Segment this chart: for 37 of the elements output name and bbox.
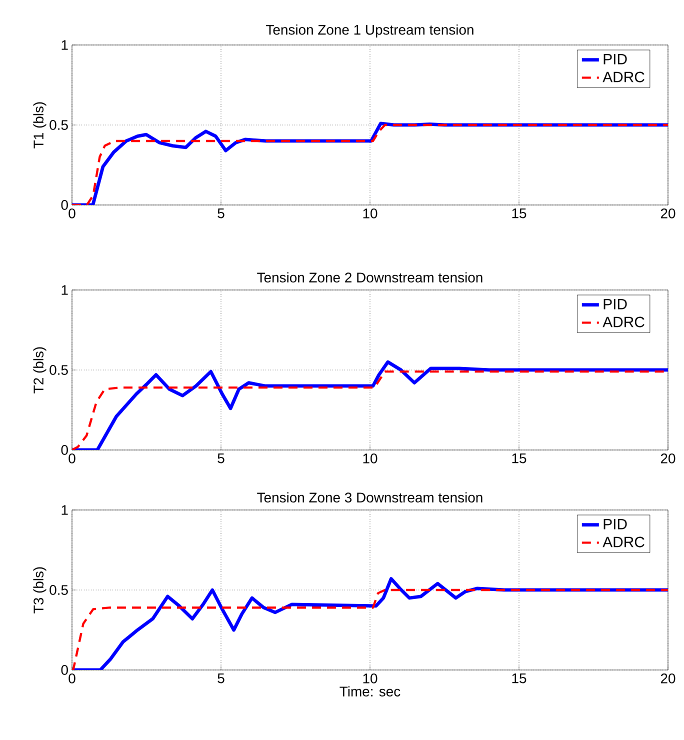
y-tick-label: 1 [62,40,68,50]
x-tick-label: 5 [218,208,224,218]
legend-label: PID [604,518,627,530]
y-tick-label: 1 [62,285,68,295]
x-tick-label: 0 [68,208,76,218]
x-tick-label: 10 [363,454,378,464]
x-tick-label: 5 [218,674,224,684]
x-tick-label: 10 [363,208,378,218]
legend-label: ADRC [602,316,644,328]
x-axis-title: Time: sec [340,686,400,696]
y-tick-label: 0.5 [50,365,68,375]
legend-label: PID [604,54,627,64]
x-tick-label: 5 [218,454,224,464]
chart-title: Tension Zone 1 Upstream tension [266,24,474,38]
legend-label: PID [604,298,627,310]
y-tick-label: 1 [62,505,68,515]
x-tick-label: 20 [660,208,676,218]
y-axis-title: T2 (bls) [33,347,46,394]
x-tick-label: 0 [68,454,76,464]
y-axis-title: T1 (bls) [33,102,46,148]
x-tick-label: 20 [660,454,676,464]
legend-label: ADRC [602,536,644,548]
y-tick-label: 0 [61,445,68,455]
x-tick-label: 15 [512,454,526,464]
x-tick-label: 15 [512,674,526,684]
legend-label: ADRC [602,72,644,82]
x-tick-label: 0 [68,674,76,684]
chart-title: Tension Zone 3 Downstream tension [257,492,482,502]
x-tick-label: 15 [512,208,526,218]
y-tick-label: 0.5 [50,120,68,130]
y-tick-label: 0 [61,665,68,675]
y-axis-title: T3 (bls) [33,567,46,614]
y-tick-label: 0.5 [50,585,68,595]
chart-title: Tension Zone 2 Downstream tension [257,272,482,282]
x-tick-label: 20 [660,674,676,684]
x-tick-label: 10 [363,674,378,684]
y-tick-label: 0 [61,200,68,210]
